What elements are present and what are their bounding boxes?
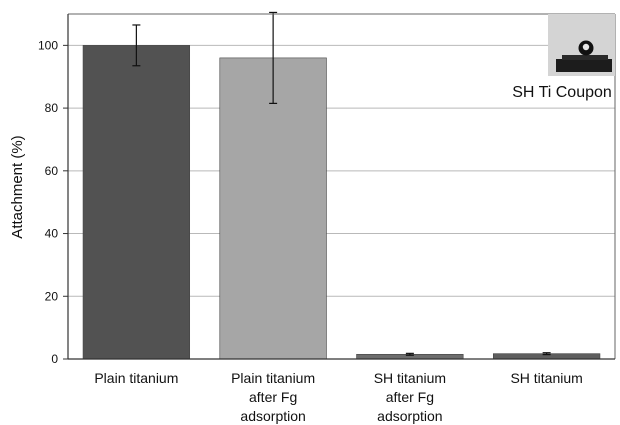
coupon-base [556, 59, 612, 72]
x-tick-label-line: after Fg [386, 389, 434, 405]
x-tick-label-line: after Fg [249, 389, 297, 405]
x-tick-label: SH titanium [510, 370, 582, 386]
x-tick-label: Plain titanium [94, 370, 178, 386]
error-bars [132, 11, 551, 356]
x-tick-label-line: SH titanium [374, 370, 446, 386]
y-tick-label: 80 [45, 101, 59, 115]
inset-photo [548, 14, 615, 76]
y-axis-label: Attachment (%) [9, 135, 26, 238]
x-tick-label: SH titanium after Fg adsorption [374, 370, 446, 424]
x-tick-label-line: adsorption [377, 408, 442, 424]
y-tick-label: 0 [51, 352, 58, 366]
x-tick-label-line: SH titanium [510, 370, 582, 386]
y-tick-label: 20 [45, 289, 59, 303]
y-tick-labels: 0 20 40 60 80 100 [38, 38, 68, 366]
droplet-highlight [582, 43, 590, 51]
x-tick-label: Plain titanium after Fg adsorption [231, 370, 315, 424]
bars [82, 45, 601, 360]
x-tick-labels: Plain titanium Plain titanium after Fg adso… [94, 370, 582, 424]
y-tick-label: 100 [38, 38, 58, 52]
coupon-surface [562, 55, 608, 60]
x-tick-label-line: Plain titanium [94, 370, 178, 386]
x-tick-label-line: adsorption [240, 408, 305, 424]
bar [219, 57, 327, 360]
y-tick-label: 60 [45, 164, 59, 178]
x-tick-label-line: Plain titanium [231, 370, 315, 386]
y-tick-label: 40 [45, 227, 59, 241]
bar [82, 45, 191, 360]
inset-label: SH Ti Coupon [512, 84, 612, 101]
